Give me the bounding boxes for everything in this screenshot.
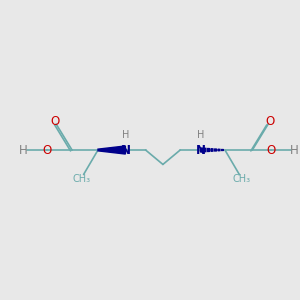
Polygon shape [200, 148, 202, 152]
Polygon shape [98, 146, 125, 154]
Polygon shape [214, 149, 216, 151]
Polygon shape [218, 149, 220, 151]
Polygon shape [207, 148, 209, 152]
Polygon shape [204, 148, 206, 152]
Text: CH₃: CH₃ [72, 174, 90, 184]
Text: O: O [265, 115, 274, 128]
Text: H: H [122, 130, 129, 140]
Text: N: N [120, 143, 130, 157]
Polygon shape [211, 149, 213, 151]
Text: CH₃: CH₃ [232, 174, 251, 184]
Text: N: N [195, 143, 206, 157]
Text: O: O [266, 143, 276, 157]
Polygon shape [221, 149, 224, 151]
Text: O: O [50, 115, 59, 128]
Text: O: O [43, 143, 52, 157]
Text: H: H [197, 130, 204, 140]
Text: H: H [290, 143, 298, 157]
Text: H: H [19, 143, 28, 157]
